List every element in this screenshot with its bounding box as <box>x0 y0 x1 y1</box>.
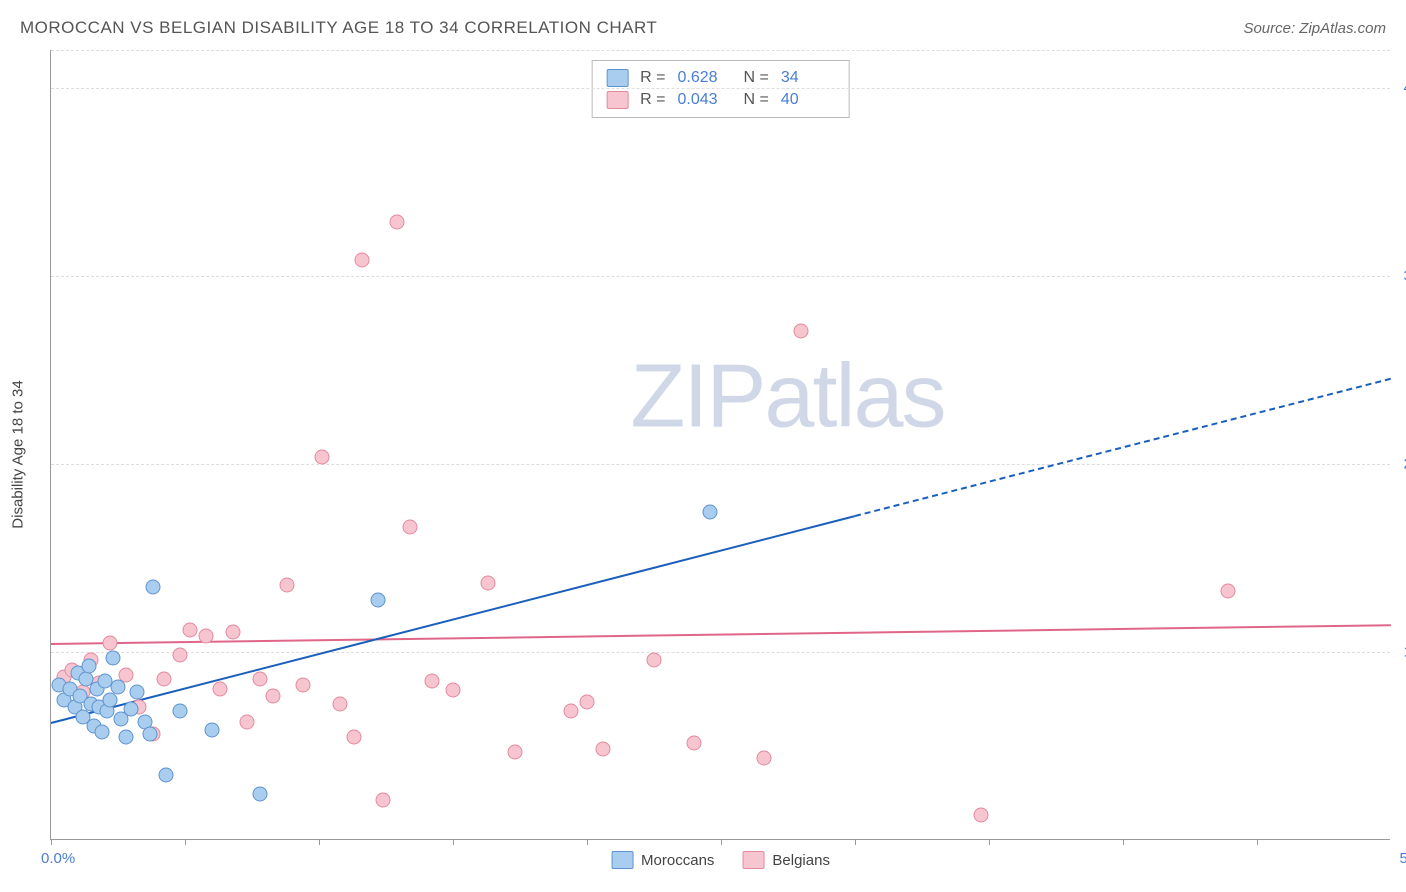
regression-line-extrapolated <box>855 377 1391 516</box>
data-point <box>199 628 214 643</box>
correlation-stats-box: R = 0.628 N = 34 R = 0.043 N = 40 <box>591 60 850 118</box>
data-point <box>703 504 718 519</box>
data-point <box>376 792 391 807</box>
stat-n-value: 34 <box>781 69 835 87</box>
x-tick <box>855 839 856 845</box>
data-point <box>507 745 522 760</box>
x-tick <box>989 839 990 845</box>
data-point <box>389 215 404 230</box>
stat-n-value: 40 <box>781 91 835 109</box>
gridline <box>51 652 1390 653</box>
data-point <box>159 768 174 783</box>
data-point <box>973 807 988 822</box>
data-point <box>183 623 198 638</box>
chart-plot-area: ZIPatlas R = 0.628 N = 34 R = 0.043 N = … <box>50 50 1390 840</box>
data-point <box>403 519 418 534</box>
stat-r-value: 0.628 <box>678 69 732 87</box>
chart-source: Source: ZipAtlas.com <box>1243 20 1386 37</box>
legend-item-belgians: Belgians <box>742 851 830 869</box>
data-point <box>314 450 329 465</box>
stat-r-label: R = <box>640 69 665 87</box>
chart-header: MOROCCAN VS BELGIAN DISABILITY AGE 18 TO… <box>20 18 1386 38</box>
legend-label: Moroccans <box>641 852 714 869</box>
legend-item-moroccans: Moroccans <box>611 851 714 869</box>
x-tick <box>721 839 722 845</box>
swatch-belgians <box>606 91 628 109</box>
x-tick <box>185 839 186 845</box>
data-point <box>119 730 134 745</box>
data-point <box>266 689 281 704</box>
swatch-moroccans <box>606 69 628 87</box>
data-point <box>647 653 662 668</box>
x-tick <box>1257 839 1258 845</box>
data-point <box>370 593 385 608</box>
data-point <box>204 722 219 737</box>
data-point <box>446 683 461 698</box>
data-point <box>596 741 611 756</box>
gridline <box>51 276 1390 277</box>
y-axis-label: Disability Age 18 to 34 <box>10 380 27 528</box>
stat-r-value: 0.043 <box>678 91 732 109</box>
x-axis-max-label: 50.0% <box>1399 850 1406 867</box>
data-point <box>346 730 361 745</box>
legend-swatch-belgians <box>742 851 764 869</box>
gridline <box>51 50 1390 51</box>
data-point <box>172 647 187 662</box>
data-point <box>102 692 117 707</box>
x-tick <box>587 839 588 845</box>
legend-swatch-moroccans <box>611 851 633 869</box>
data-point <box>253 786 268 801</box>
data-point <box>156 672 171 687</box>
data-point <box>480 576 495 591</box>
watermark-text: ZIPatlas <box>630 346 944 449</box>
data-point <box>102 636 117 651</box>
x-axis-min-label: 0.0% <box>41 850 75 867</box>
data-point <box>172 704 187 719</box>
gridline <box>51 464 1390 465</box>
data-point <box>81 658 96 673</box>
chart-title: MOROCCAN VS BELGIAN DISABILITY AGE 18 TO… <box>20 18 657 38</box>
stats-row-moroccans: R = 0.628 N = 34 <box>606 67 835 89</box>
bottom-legend: Moroccans Belgians <box>611 851 830 869</box>
data-point <box>794 324 809 339</box>
gridline <box>51 88 1390 89</box>
stats-row-belgians: R = 0.043 N = 40 <box>606 89 835 111</box>
data-point <box>143 726 158 741</box>
data-point <box>580 694 595 709</box>
x-tick <box>1123 839 1124 845</box>
data-point <box>145 579 160 594</box>
data-point <box>111 679 126 694</box>
data-point <box>226 625 241 640</box>
data-point <box>424 674 439 689</box>
x-tick <box>453 839 454 845</box>
data-point <box>94 724 109 739</box>
data-point <box>687 736 702 751</box>
data-point <box>129 685 144 700</box>
data-point <box>295 677 310 692</box>
stat-n-label: N = <box>744 91 769 109</box>
data-point <box>212 681 227 696</box>
x-tick <box>319 839 320 845</box>
regression-line <box>51 624 1391 645</box>
data-point <box>354 252 369 267</box>
data-point <box>279 578 294 593</box>
data-point <box>239 715 254 730</box>
stat-r-label: R = <box>640 91 665 109</box>
legend-label: Belgians <box>772 852 830 869</box>
stat-n-label: N = <box>744 69 769 87</box>
data-point <box>563 704 578 719</box>
x-tick <box>51 839 52 845</box>
data-point <box>333 696 348 711</box>
data-point <box>105 651 120 666</box>
data-point <box>124 702 139 717</box>
data-point <box>253 672 268 687</box>
data-point <box>1220 583 1235 598</box>
data-point <box>756 751 771 766</box>
